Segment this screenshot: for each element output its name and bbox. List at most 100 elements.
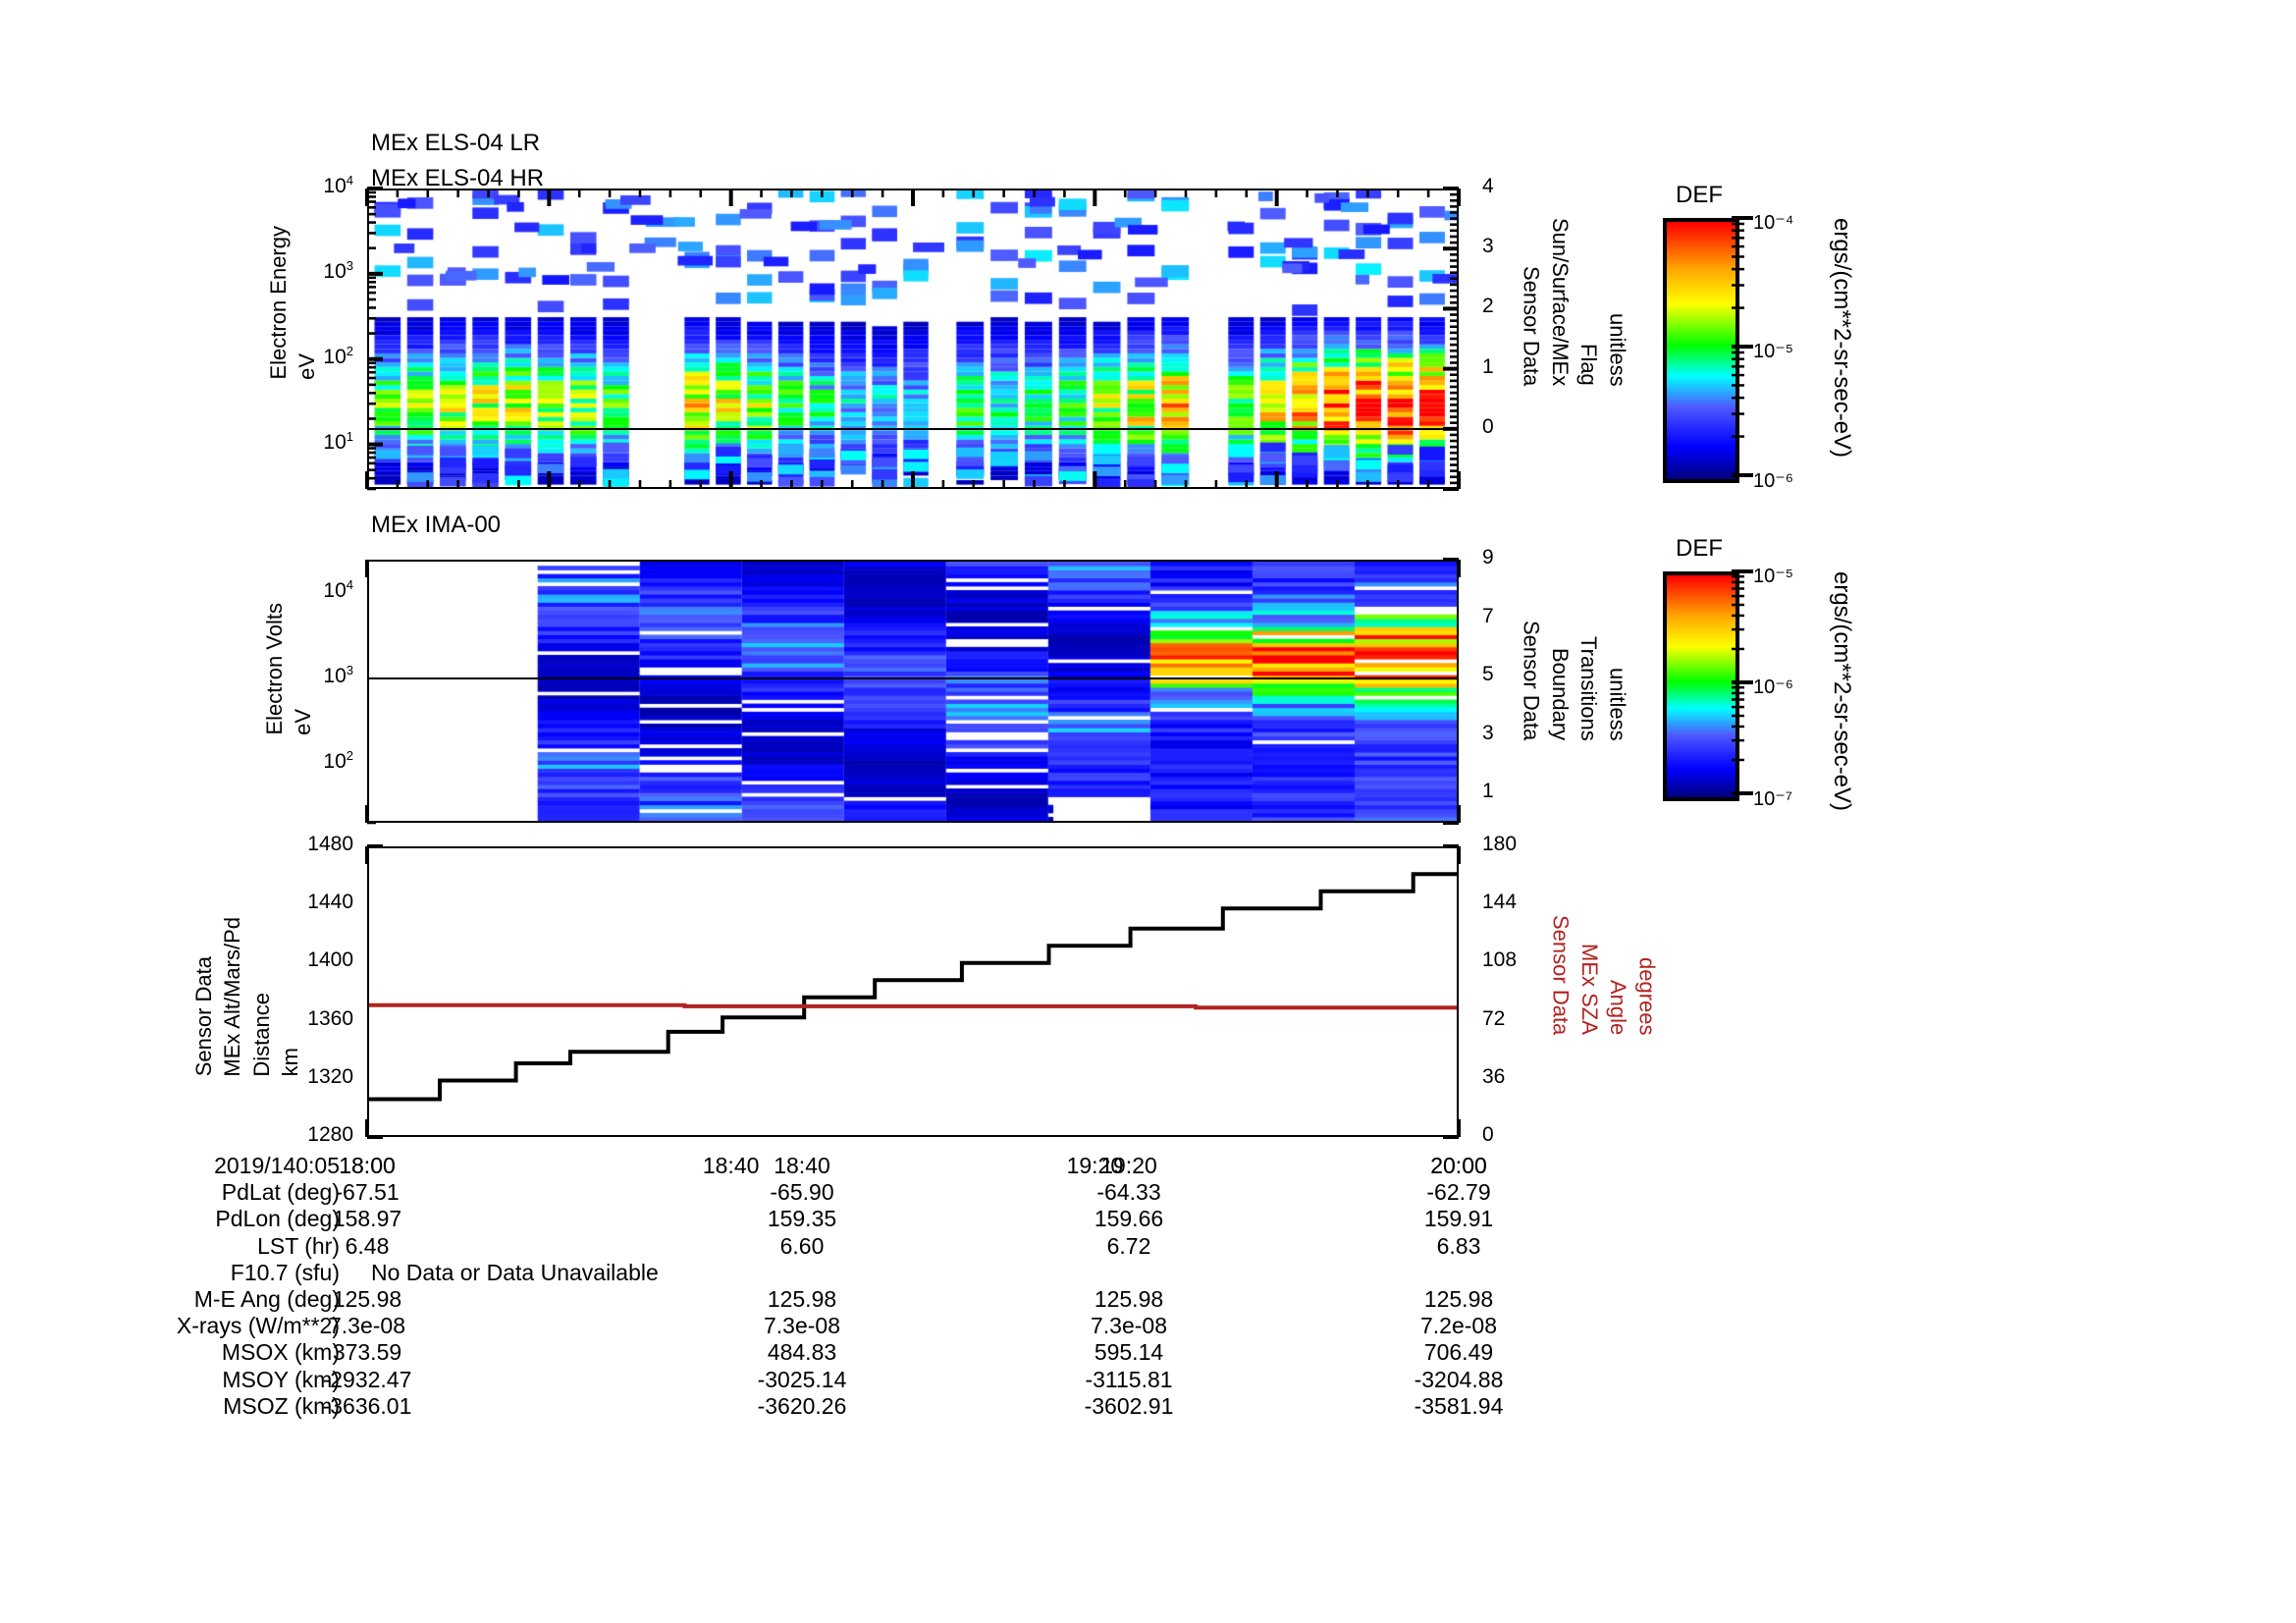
table-cell: 159.91	[1423, 1206, 1494, 1232]
table-cell: 125.98	[1094, 1286, 1164, 1312]
colorbar2-mid-label: 10⁻⁶	[1753, 676, 1794, 698]
table-cell: -3115.81	[1085, 1366, 1173, 1392]
colorbar2-title: DEF	[1676, 535, 1723, 562]
table-cell: -3204.88	[1414, 1366, 1504, 1392]
table-row-label: M-E Ang (deg)	[193, 1286, 340, 1312]
panel1-right-axis-title: Sensor Data Sun/Surface/MEx Flag unitles…	[1519, 218, 1630, 391]
table-cell: 6.60	[779, 1232, 825, 1259]
table-cell: -62.79	[1426, 1179, 1491, 1206]
table-row-label: MSOY (km)	[222, 1366, 340, 1392]
table-cell: 706.49	[1423, 1339, 1494, 1366]
p2-rt4: unitless	[1605, 667, 1630, 741]
panel2-y-title-line2: eV	[291, 708, 316, 735]
panel1-title-lr: MEx ELS-04 LR	[371, 130, 541, 156]
table-cell: 18:40	[774, 1153, 830, 1178]
panel1-title-hr: MEx ELS-04 HR	[371, 165, 545, 191]
panel3-left-axis-title: Sensor Data MEx Alt/Mars/Pd Distance km	[191, 917, 303, 1081]
table-row-span-value: No Data or Data Unavailable	[371, 1259, 659, 1285]
table-cell: -3581.94	[1414, 1392, 1504, 1419]
p3-rt3: Angle	[1606, 980, 1631, 1036]
colorbar2-top-label: 10⁻⁵	[1753, 566, 1794, 587]
table-cell: 7.2e-08	[1419, 1313, 1497, 1339]
table-cell: -3602.91	[1084, 1392, 1174, 1419]
colorbar1-top-label: 10⁻⁴	[1753, 212, 1794, 234]
colorbar1-gradient	[1667, 222, 1735, 479]
table-cell: 125.98	[1423, 1286, 1494, 1312]
table-cell: 20:00	[1430, 1153, 1487, 1178]
table-cell: 7.3e-08	[763, 1313, 840, 1339]
p2-rt2: Boundary	[1547, 648, 1573, 741]
els-sun-surface-flag-line	[369, 428, 1457, 430]
panel2-y-axis-title: Electron Volts eV	[262, 603, 316, 739]
table-cell: 7.3e-08	[328, 1313, 405, 1339]
table-cell: -67.51	[335, 1179, 400, 1206]
table-cell: -3620.26	[757, 1392, 847, 1419]
table-cell: 125.98	[332, 1286, 402, 1312]
panel1-y-title-line2: eV	[294, 352, 320, 380]
table-cell: -64.33	[1096, 1179, 1161, 1206]
table-row-label: 2019/140:05	[214, 1153, 340, 1178]
els-spectrogram-canvas	[369, 190, 1457, 487]
table-cell: 125.98	[767, 1286, 837, 1312]
p1-rt3: Flag	[1576, 344, 1602, 387]
colorbar1-unit-label: ergs/(cm**2-sr-sec-eV)	[1829, 218, 1855, 459]
panel1-els-spectrogram[interactable]	[367, 189, 1459, 489]
panel2-right-axis-title: Sensor Data Boundary Transitions unitles…	[1519, 621, 1630, 745]
panel2-title: MEx IMA-00	[371, 512, 502, 538]
table-cell: -2932.47	[322, 1366, 412, 1392]
table-cell: -3636.01	[322, 1392, 412, 1419]
colorbar2-bottom-label: 10⁻⁷	[1753, 788, 1793, 810]
table-row-label: LST (hr)	[257, 1232, 340, 1259]
colorbar2-box[interactable]	[1663, 571, 1739, 801]
panel3-altitude-sza[interactable]	[367, 846, 1459, 1137]
colorbar1-title: DEF	[1676, 182, 1723, 208]
table-cell: 159.35	[767, 1206, 837, 1232]
p3-lt2: MEx Alt/Mars/Pd	[220, 917, 245, 1077]
table-cell: 6.48	[345, 1232, 390, 1259]
colorbar2-ticks	[1732, 569, 1753, 795]
table-cell: -65.90	[770, 1179, 834, 1206]
table-row-label: X-rays (W/m**2)	[176, 1313, 340, 1339]
panel2-ima-spectrogram[interactable]	[367, 560, 1459, 823]
p3-lt3: Distance	[248, 993, 274, 1077]
p3-rt2: MEx SZA	[1576, 944, 1602, 1036]
colorbar1-mid-label: 10⁻⁵	[1753, 341, 1794, 362]
colorbar1-box[interactable]	[1663, 218, 1739, 483]
table-row-label: PdLat (deg)	[221, 1179, 340, 1206]
table-cell: 158.97	[332, 1206, 402, 1232]
table-row-label: MSOX (km)	[221, 1339, 340, 1366]
p1-rt2: Sun/Surface/MEx	[1547, 218, 1573, 387]
p1-rt4: unitless	[1605, 312, 1630, 387]
panel1-y-axis-title: Electron Energy eV	[263, 226, 322, 384]
colorbar1-ticks	[1732, 216, 1753, 477]
table-cell: 7.3e-08	[1090, 1313, 1167, 1339]
table-row-label: F10.7 (sfu)	[230, 1259, 340, 1285]
table-row-label: PdLon (deg)	[215, 1206, 340, 1232]
p3-rt1: Sensor Data	[1548, 915, 1574, 1036]
p1-rt1: Sensor Data	[1519, 265, 1544, 387]
p2-rt1: Sensor Data	[1519, 621, 1544, 741]
ima-boundary-transitions-line	[369, 677, 1457, 679]
ima-spectrogram-canvas	[369, 562, 1457, 821]
table-cell: 484.83	[767, 1339, 837, 1366]
p3-rt4: degrees	[1634, 956, 1660, 1036]
table-cell: 18:00	[339, 1153, 396, 1178]
altitude-sza-lines	[369, 872, 1457, 1102]
panel1-y-title-line1: Electron Energy	[265, 226, 291, 380]
panel2-y-title-line1: Electron Volts	[262, 603, 287, 735]
colorbar2-unit-label: ergs/(cm**2-sr-sec-eV)	[1829, 571, 1855, 812]
colorbar1-bottom-label: 10⁻⁶	[1753, 470, 1794, 492]
colorbar2-gradient	[1667, 575, 1735, 797]
panel3-right-axis-title: Sensor Data MEx SZA Angle degrees	[1548, 915, 1660, 1040]
table-cell: 595.14	[1094, 1339, 1164, 1366]
table-cell: 373.59	[332, 1339, 402, 1366]
table-row-label: MSOZ (km)	[223, 1392, 340, 1419]
p2-rt3: Transitions	[1576, 635, 1602, 741]
table-cell: 19:20	[1100, 1153, 1157, 1178]
p3-lt4: km	[278, 1048, 303, 1077]
table-cell: 6.72	[1106, 1232, 1151, 1259]
table-cell: 6.83	[1436, 1232, 1481, 1259]
table-cell: 159.66	[1094, 1206, 1164, 1232]
p3-lt1: Sensor Data	[191, 956, 216, 1077]
table-cell: -3025.14	[757, 1366, 847, 1392]
